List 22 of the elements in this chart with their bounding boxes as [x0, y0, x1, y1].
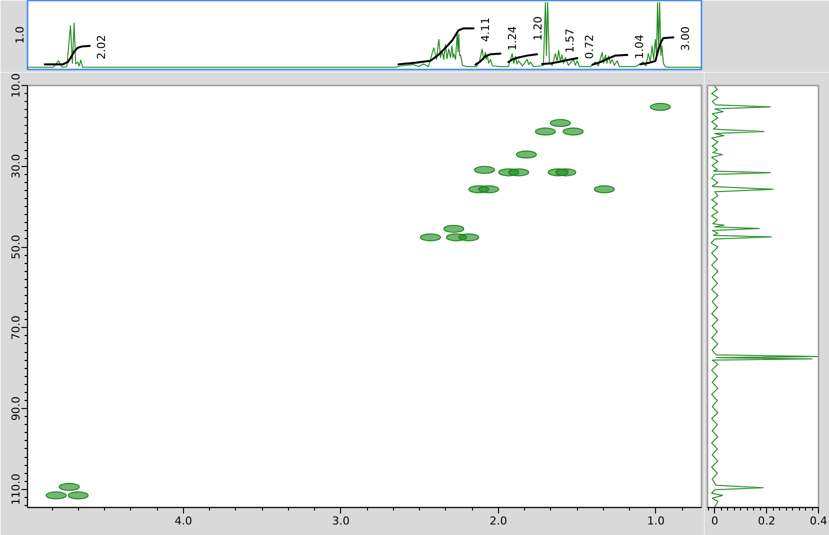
annotation: 3.00: [678, 26, 692, 51]
annotation: 0.72: [582, 34, 596, 60]
y-tick-label: 90.0: [10, 396, 22, 421]
x-tick-label: 3.0: [332, 514, 350, 528]
x-tick-label: 0.4: [810, 514, 828, 528]
y-tick-label: 50.0: [10, 234, 22, 260]
y-tick-label: 10.0: [10, 73, 22, 98]
y-tick-label: 30.0: [10, 154, 22, 179]
annotation: 4.11: [478, 17, 492, 42]
annotation: 1.04: [632, 34, 646, 60]
text: 1.0: [14, 26, 26, 44]
annotation: 1.57: [564, 28, 577, 53]
y-tick-label: 70.0: [10, 316, 22, 340]
x-tick-label: 2.0: [490, 514, 508, 528]
annotation: 1.20: [532, 16, 545, 41]
x-tick-label: 0: [711, 514, 718, 528]
x-tick-label: 0.2: [758, 514, 776, 528]
y-tick-label: 110.0: [10, 474, 22, 506]
annotation: 2.02: [95, 34, 108, 60]
x-tick-label: 1.0: [647, 514, 665, 528]
annotation: 1.24: [506, 26, 519, 51]
x-tick-label: 4.0: [174, 514, 192, 528]
